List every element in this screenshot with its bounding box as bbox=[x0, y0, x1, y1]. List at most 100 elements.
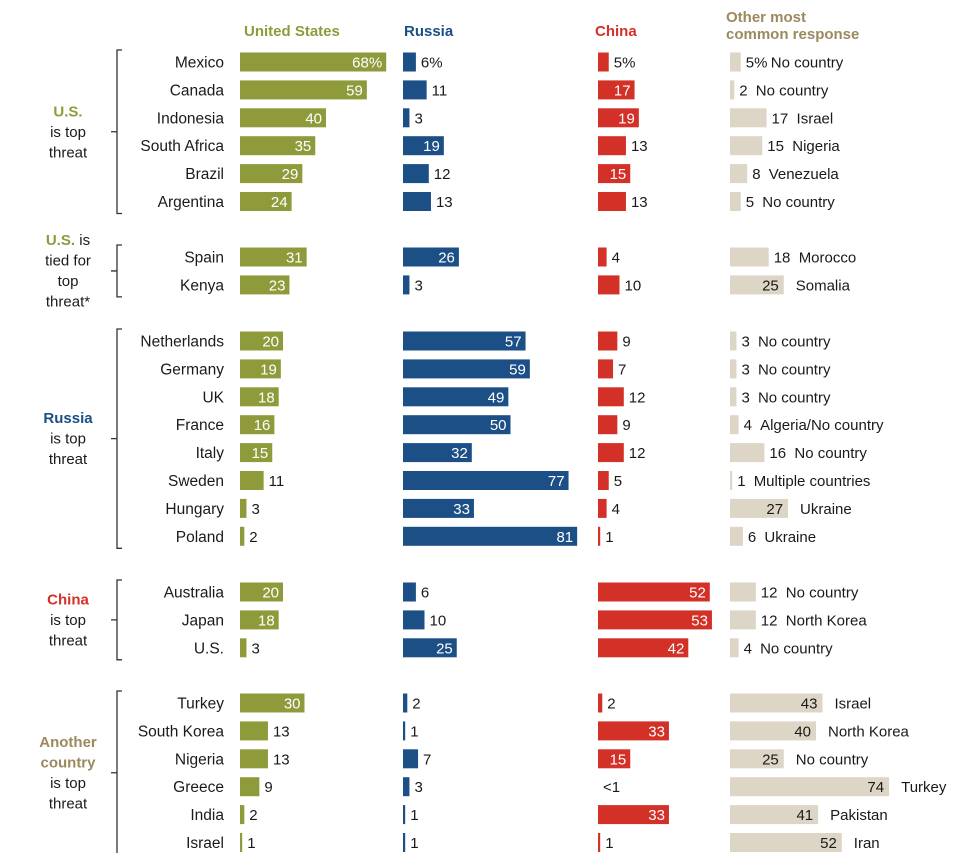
bar-russia bbox=[403, 582, 416, 602]
value-label: 31 bbox=[286, 250, 303, 267]
bar-us bbox=[240, 359, 281, 379]
value-label: 1 bbox=[410, 723, 418, 740]
value-label: 3 bbox=[741, 361, 749, 378]
bar-china bbox=[598, 247, 607, 267]
country-label: Sweden bbox=[168, 473, 224, 490]
value-label: 33 bbox=[648, 723, 665, 740]
bar-china bbox=[598, 471, 609, 490]
bar-other bbox=[730, 749, 784, 769]
value-label: 27 bbox=[766, 501, 783, 518]
bar-russia bbox=[403, 136, 444, 156]
group-label: threat* bbox=[46, 294, 90, 311]
value-label: 6% bbox=[421, 55, 443, 72]
bar-other bbox=[730, 275, 784, 295]
bar-russia bbox=[403, 192, 431, 211]
value-label: 2 bbox=[739, 82, 747, 99]
bar-other bbox=[730, 108, 767, 128]
bar-china bbox=[598, 693, 603, 713]
bar-other bbox=[730, 610, 756, 630]
country-label: Nigeria bbox=[175, 751, 224, 768]
bar-other bbox=[730, 721, 816, 741]
value-label: 41 bbox=[796, 807, 813, 824]
value-label: 3 bbox=[414, 277, 422, 294]
other-response-label: Israel bbox=[797, 110, 834, 127]
bar-china bbox=[598, 164, 631, 184]
bar-us bbox=[240, 777, 260, 797]
country-label: Israel bbox=[186, 835, 224, 852]
bar-china bbox=[598, 52, 609, 72]
bar-china bbox=[598, 498, 607, 518]
bar-china bbox=[598, 136, 626, 156]
bar-russia bbox=[403, 80, 427, 100]
value-label: 3 bbox=[251, 640, 259, 657]
group-label: Another bbox=[39, 734, 97, 751]
bar-russia bbox=[403, 833, 406, 852]
bar-other bbox=[730, 471, 733, 490]
value-label: 2 bbox=[607, 696, 615, 713]
bar-russia bbox=[403, 638, 457, 658]
country-label: France bbox=[176, 417, 224, 434]
value-label: 35 bbox=[295, 138, 312, 155]
other-response-label: No country bbox=[758, 389, 831, 406]
value-label: 5% bbox=[614, 55, 636, 72]
country-label: UK bbox=[202, 389, 224, 406]
country-label: Brazil bbox=[185, 166, 224, 183]
other-response-label: No country bbox=[758, 334, 831, 351]
value-label: 59 bbox=[509, 361, 526, 378]
bar-china bbox=[598, 108, 639, 128]
country-label: Netherlands bbox=[140, 334, 224, 351]
bar-russia bbox=[403, 359, 530, 379]
bar-us bbox=[240, 805, 245, 825]
value-label: 33 bbox=[648, 807, 665, 824]
value-label: 3 bbox=[741, 334, 749, 351]
other-response-label: Ukraine bbox=[800, 501, 852, 518]
group-label: is top bbox=[50, 775, 86, 792]
country-label: Italy bbox=[196, 445, 225, 462]
value-label: 43 bbox=[801, 696, 818, 713]
header-other-line1: Other most bbox=[726, 9, 806, 26]
value-label: 8 bbox=[752, 166, 760, 183]
other-response-label: No country bbox=[771, 55, 844, 72]
bar-us bbox=[240, 443, 273, 463]
value-label: 42 bbox=[668, 640, 685, 657]
header-united-states: United States bbox=[244, 23, 340, 40]
bar-other bbox=[730, 359, 737, 379]
country-label: Indonesia bbox=[157, 110, 225, 127]
value-label: 18 bbox=[258, 612, 275, 629]
country-label: Argentina bbox=[158, 194, 225, 211]
value-label: 18 bbox=[258, 389, 275, 406]
bar-us bbox=[240, 582, 283, 602]
group-bracket bbox=[111, 244, 122, 298]
group-bracket bbox=[111, 49, 122, 215]
other-response-label: Turkey bbox=[901, 779, 947, 796]
bar-us bbox=[240, 526, 245, 546]
value-label: 40 bbox=[305, 110, 322, 127]
other-response-label: No country bbox=[786, 585, 859, 602]
bar-us bbox=[240, 108, 326, 128]
bar-us bbox=[240, 192, 292, 211]
group-label: is top bbox=[50, 431, 86, 448]
value-label: 3 bbox=[414, 110, 422, 127]
other-response-label: No country bbox=[760, 640, 833, 657]
country-label: U.S. bbox=[194, 640, 224, 657]
value-label: 81 bbox=[556, 529, 573, 546]
other-response-label: No country bbox=[756, 82, 829, 99]
other-response-label: Venezuela bbox=[769, 166, 840, 183]
bar-other bbox=[730, 415, 739, 435]
bar-russia bbox=[403, 471, 569, 490]
bar-other bbox=[730, 777, 890, 797]
value-label: 13 bbox=[631, 194, 648, 211]
value-label: 53 bbox=[691, 612, 708, 629]
other-response-label: Iran bbox=[854, 835, 880, 852]
value-label: 4 bbox=[612, 501, 620, 518]
country-label: Germany bbox=[160, 361, 224, 378]
bar-russia bbox=[403, 749, 419, 769]
bar-china bbox=[598, 721, 669, 741]
bar-other bbox=[730, 833, 842, 852]
other-response-label: No country bbox=[762, 194, 835, 211]
other-response-label: No country bbox=[758, 361, 831, 378]
value-label: 52 bbox=[820, 835, 837, 852]
bar-china bbox=[598, 275, 620, 295]
value-label: 1 bbox=[410, 807, 418, 824]
country-label: Kenya bbox=[180, 277, 224, 294]
